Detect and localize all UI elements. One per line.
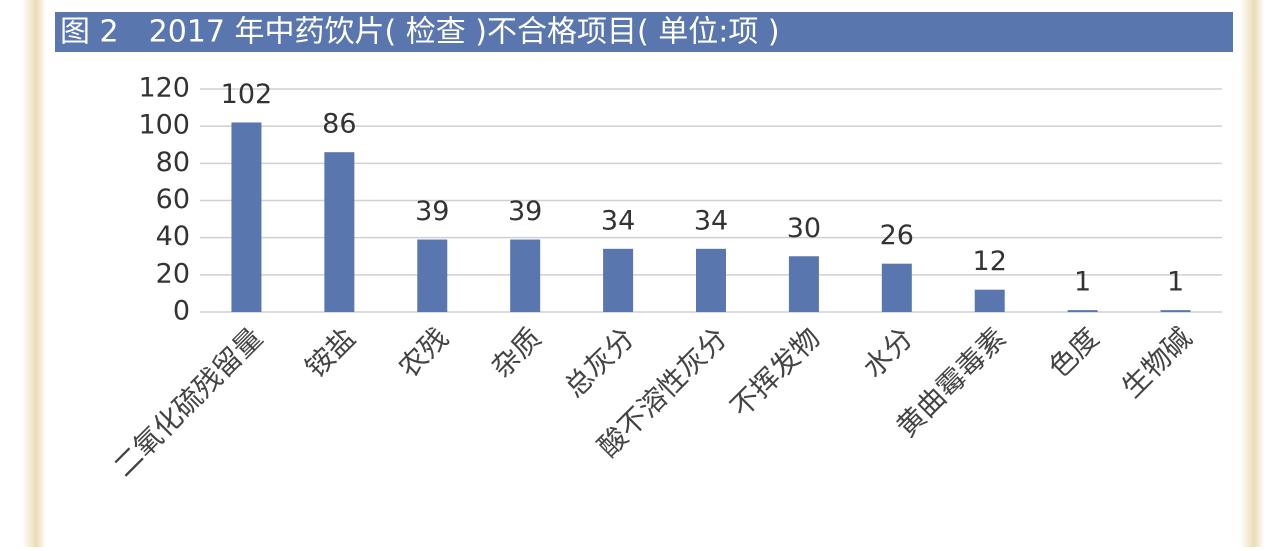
- data-label: 30: [787, 213, 821, 244]
- y-tick-label: 0: [173, 296, 190, 327]
- data-label: 39: [508, 196, 542, 227]
- bar: [881, 263, 912, 312]
- x-tick-label: 总灰分: [558, 321, 641, 404]
- x-tick-label: 杂质: [485, 321, 548, 384]
- bar: [974, 289, 1005, 312]
- x-tick-label: 铵盐: [299, 321, 362, 384]
- data-label: 34: [694, 205, 728, 236]
- y-tick-label: 100: [138, 110, 190, 141]
- bar: [1067, 310, 1098, 312]
- bar: [788, 256, 819, 312]
- title-bar: [55, 12, 1233, 52]
- y-tick-label: 80: [156, 147, 190, 178]
- data-label: 26: [880, 220, 914, 251]
- bar: [696, 248, 726, 312]
- data-label: 1: [1074, 267, 1091, 298]
- y-tick-label: 120: [138, 73, 190, 104]
- bar: [324, 152, 355, 312]
- x-tick-label: 农残: [392, 321, 455, 384]
- data-label: 86: [322, 109, 356, 140]
- x-tick-label: 水分: [856, 321, 919, 384]
- x-tick-label: 生物碱: [1115, 321, 1198, 404]
- frame-edge: [1240, 0, 1264, 547]
- x-tick-label: 不挥发物: [724, 321, 827, 424]
- y-tick-label: 60: [156, 184, 190, 215]
- data-label: 12: [973, 246, 1007, 277]
- data-label: 34: [601, 205, 635, 236]
- chart-title: 图 2 2017 年中药饮片( 检查 )不合格项目( 单位:项 ): [60, 15, 780, 50]
- bar: [510, 239, 541, 312]
- data-label: 39: [415, 196, 449, 227]
- data-label: 1: [1167, 267, 1184, 298]
- bar: [417, 239, 448, 312]
- bar: [1160, 310, 1191, 312]
- y-tick-label: 20: [156, 258, 190, 289]
- bar: [603, 248, 634, 312]
- x-tick-label: 二氧化硫残留量: [107, 321, 269, 483]
- y-tick-label: 40: [156, 221, 190, 252]
- data-label: 102: [221, 79, 273, 110]
- bar: [231, 122, 262, 312]
- x-tick-label: 色度: [1042, 321, 1105, 384]
- frame-edge: [22, 0, 46, 547]
